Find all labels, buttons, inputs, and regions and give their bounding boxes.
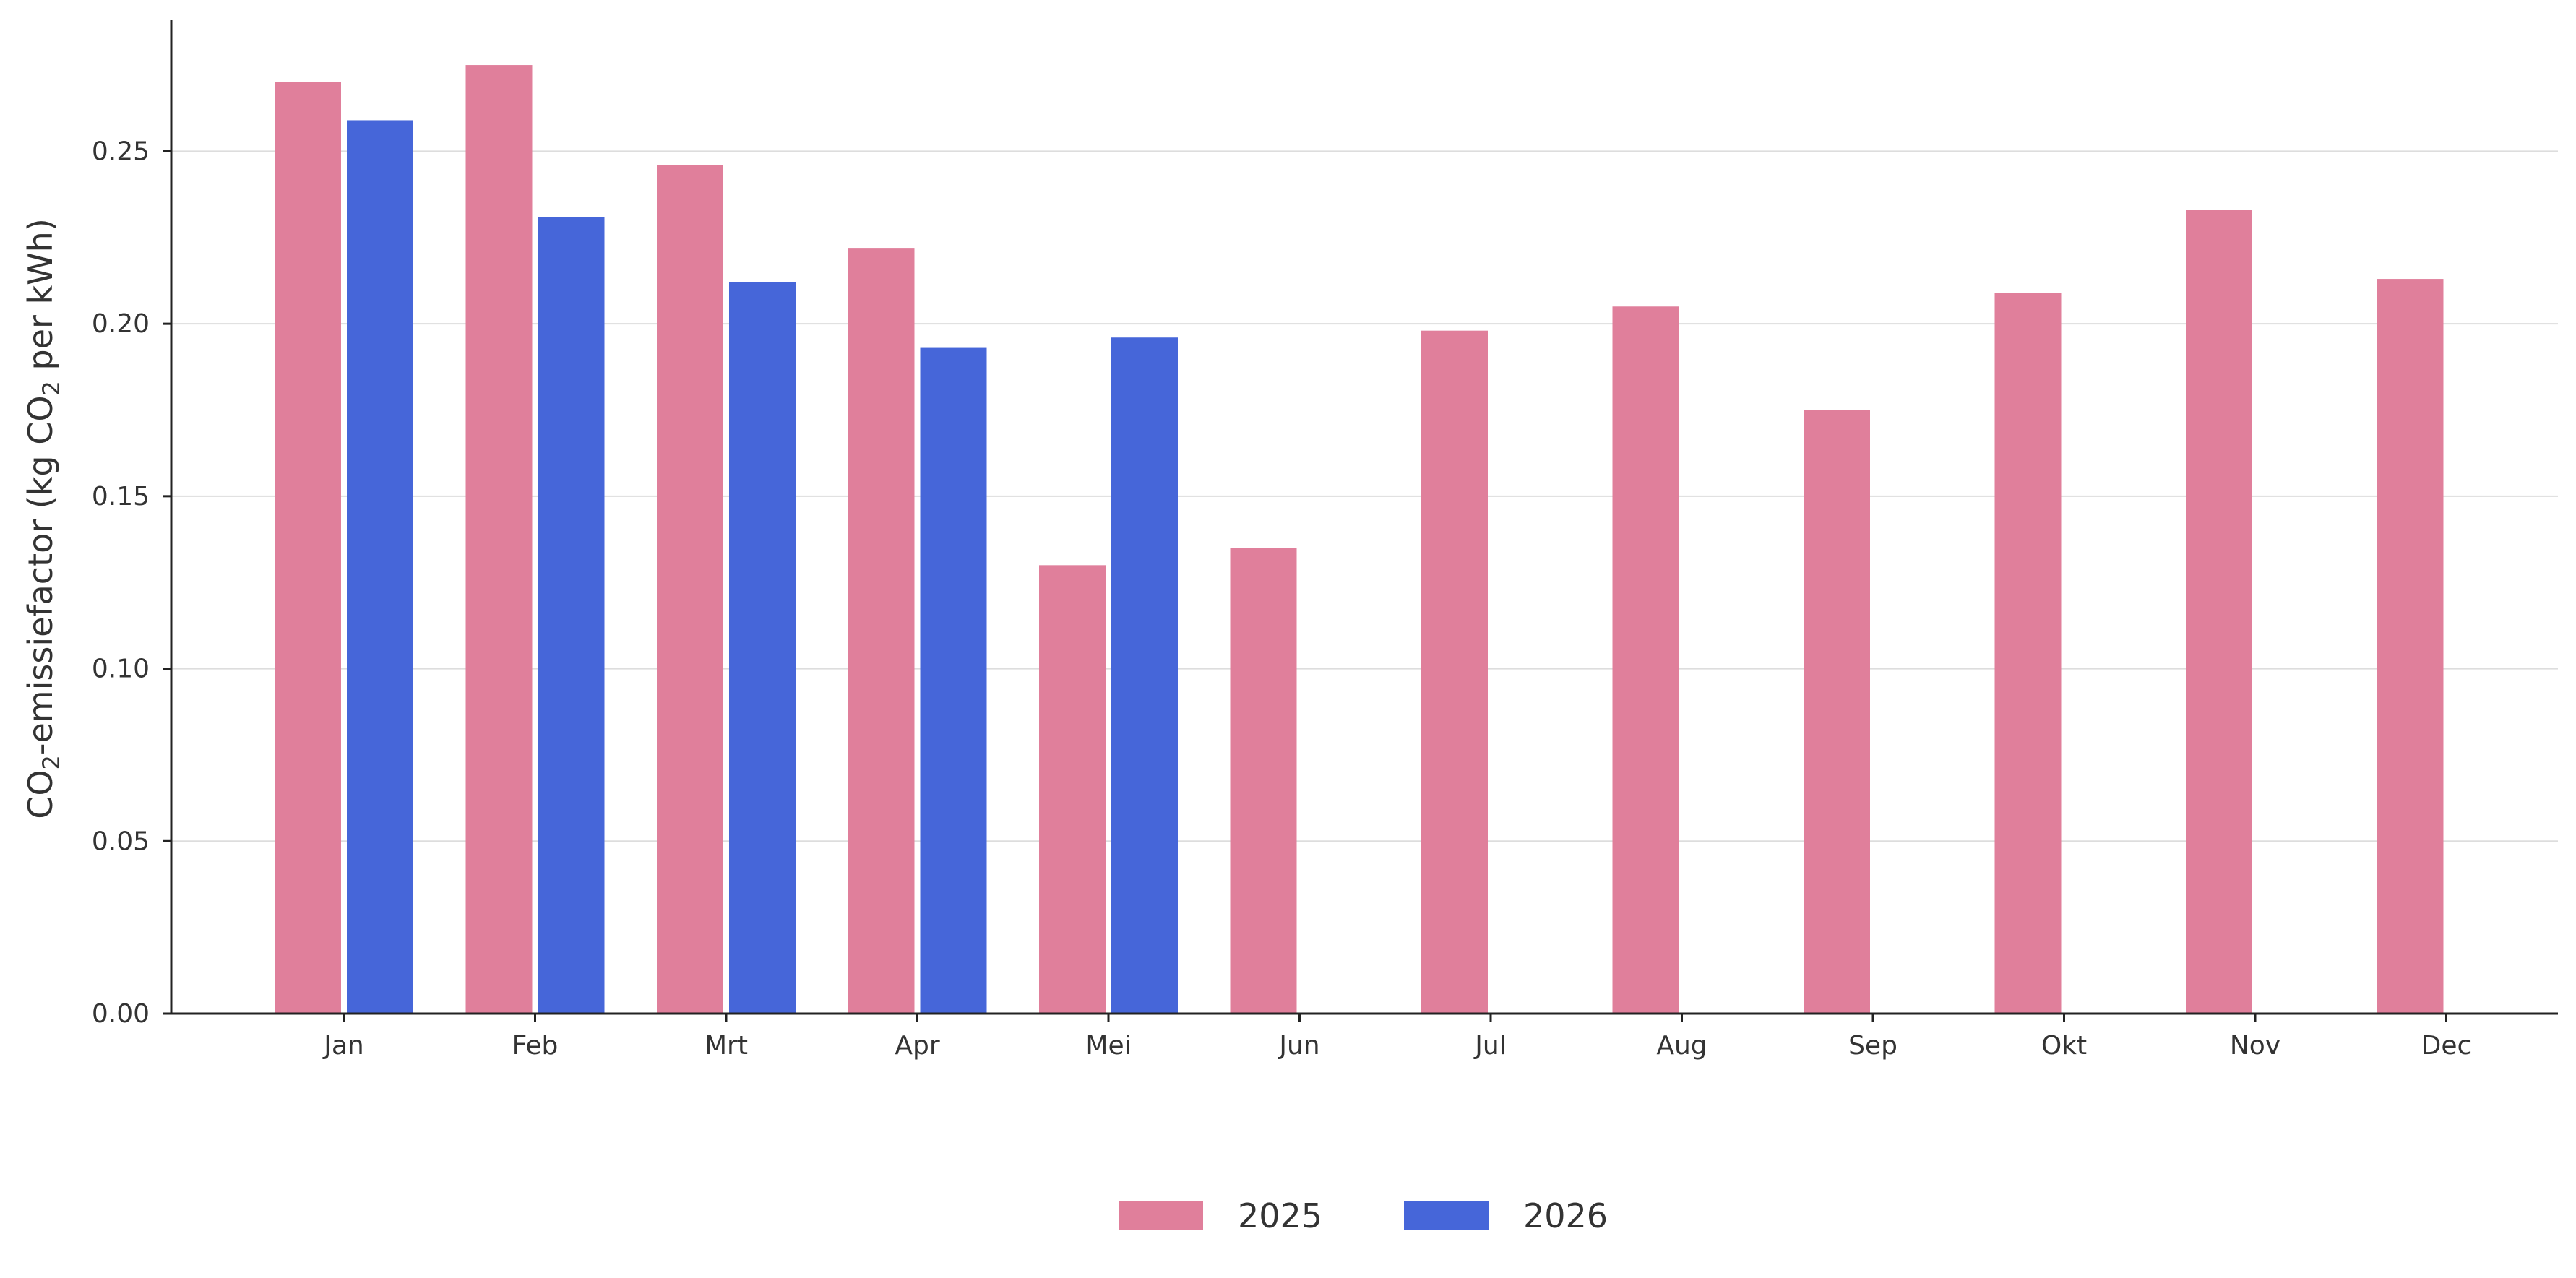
x-tick-labels: Jan Feb Mrt Apr Mei Jun Jul Aug Sep Okt Nov Dec [322, 1031, 2471, 1061]
legend-label-2025: 2025 [1238, 1196, 1322, 1235]
x-tick-label-nov: Nov [2230, 1031, 2280, 1061]
y-axis-label: CO2-emissiefactor (kg CO2 per kWh) [21, 218, 65, 819]
bar-2026-jan [347, 120, 413, 1014]
y-tick-label: 0.20 [92, 309, 150, 339]
x-tick-label-jan: Jan [322, 1031, 364, 1061]
axes [163, 20, 2558, 1022]
bar-2025-apr [848, 248, 915, 1014]
bar-2025-okt [1994, 293, 2062, 1014]
bar-2025-jun [1230, 548, 1297, 1014]
y-tick-labels: 0.00 0.05 0.10 0.15 0.20 0.25 [92, 137, 150, 1029]
x-tick-label-jun: Jun [1278, 1031, 1319, 1061]
y-tick-label: 0.10 [92, 655, 150, 684]
legend: 2025 2026 [1119, 1196, 1608, 1235]
x-tick-label-okt: Okt [2041, 1031, 2087, 1061]
y-tick-label: 0.05 [92, 826, 150, 856]
bar-2026-apr [920, 347, 987, 1014]
bar-2025-nov [2186, 210, 2252, 1014]
bar-2026-feb [538, 217, 605, 1014]
bar-2025-mei [1039, 565, 1106, 1014]
legend-label-2026: 2026 [1523, 1196, 1608, 1235]
y-tick-label: 0.15 [92, 482, 150, 511]
x-tick-label-sep: Sep [1848, 1031, 1897, 1061]
legend-swatch-2026 [1404, 1201, 1489, 1230]
x-tick-label-mrt: Mrt [705, 1031, 748, 1061]
bar-2025-jan [275, 82, 341, 1014]
bar-2025-mrt [657, 165, 723, 1014]
bar-2025-jul [1421, 330, 1488, 1014]
x-tick-label-dec: Dec [2421, 1031, 2472, 1061]
y-tick-label: 0.00 [92, 999, 150, 1029]
x-tick-label-apr: Apr [895, 1031, 939, 1061]
bar-2025-feb [465, 65, 533, 1014]
bar-2025-aug [1612, 306, 1679, 1014]
bar-2026-mei [1111, 337, 1178, 1014]
x-tick-label-jul: Jul [1473, 1031, 1506, 1061]
x-tick-label-mei: Mei [1085, 1031, 1131, 1061]
bar-2025-dec [2377, 279, 2444, 1014]
bar-2026-mrt [729, 282, 796, 1014]
bar-marks [275, 65, 2444, 1014]
legend-swatch-2025 [1119, 1201, 1203, 1230]
bar-2025-sep [1804, 410, 1870, 1014]
x-tick-label-feb: Feb [512, 1031, 559, 1061]
x-tick-label-aug: Aug [1656, 1031, 1707, 1061]
y-tick-label: 0.25 [92, 137, 150, 166]
